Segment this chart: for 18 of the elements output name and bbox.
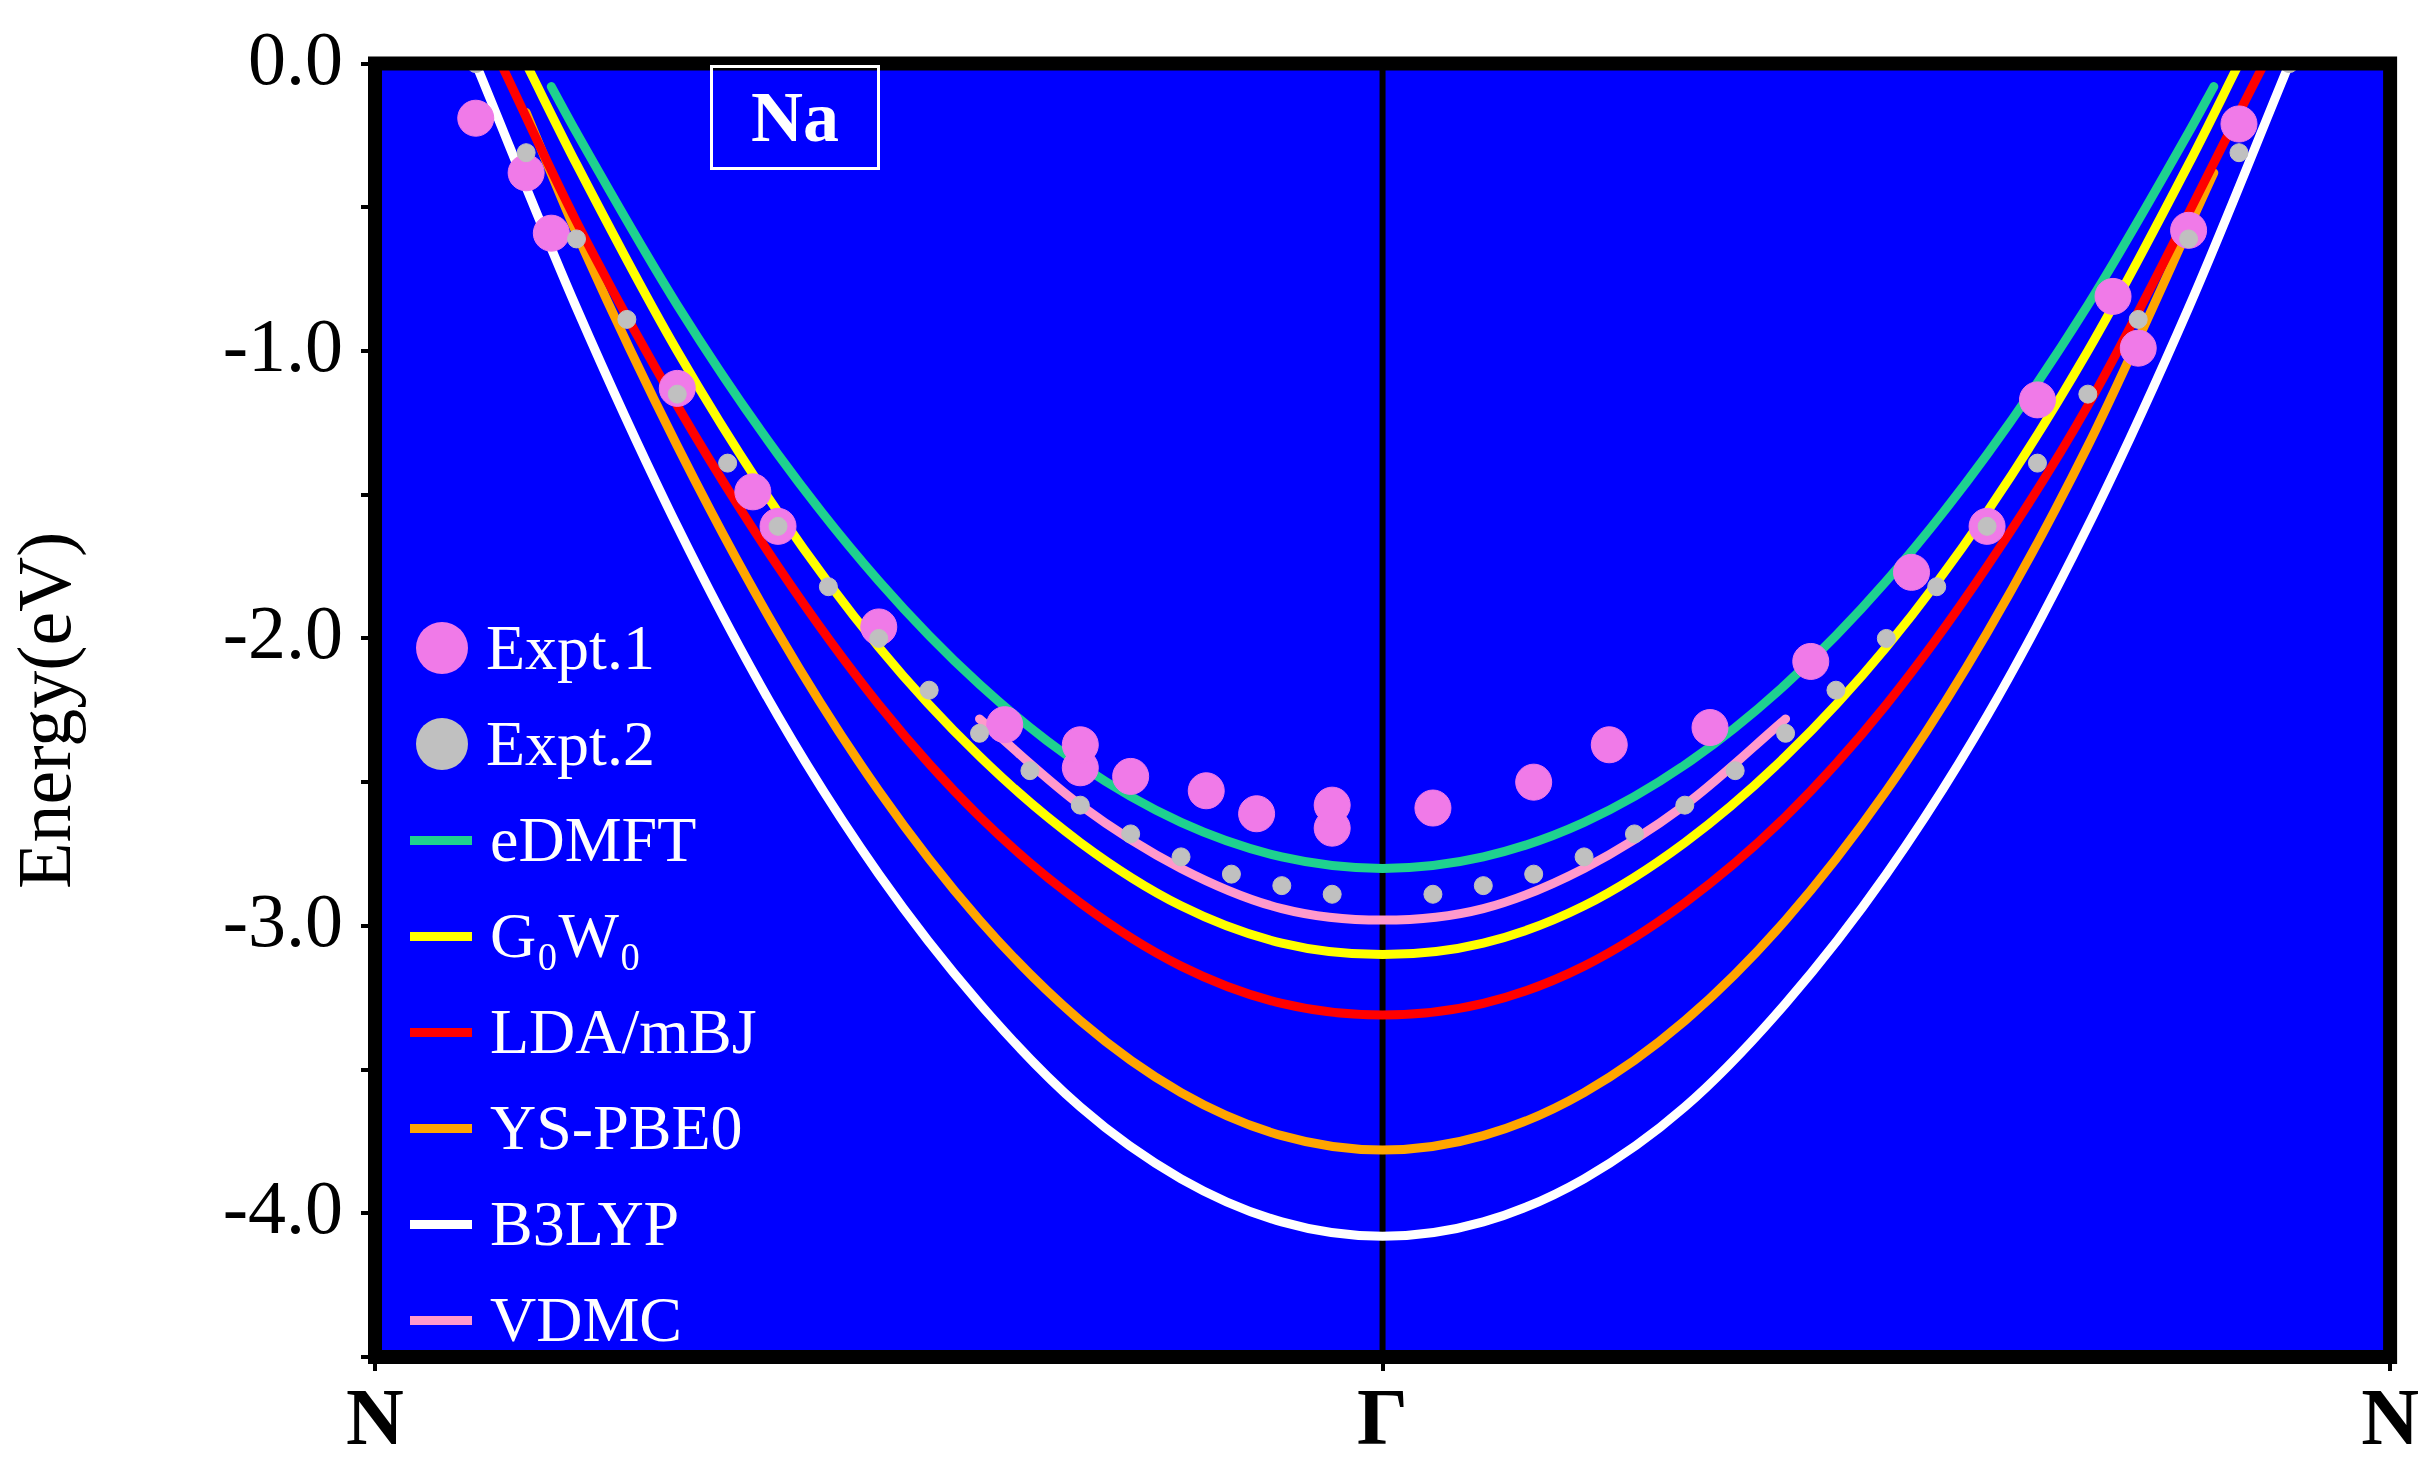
y-tick-label: -1.0 bbox=[222, 302, 343, 387]
x-tick-label: Γ bbox=[1357, 1372, 1409, 1461]
y-axis-title: Energy(eV) bbox=[1, 531, 87, 889]
legend-label: VDMC bbox=[490, 1283, 683, 1357]
y-tick-label: -4.0 bbox=[222, 1165, 343, 1250]
legend-label: YS-PBE0 bbox=[490, 1091, 743, 1165]
annotation: Na bbox=[710, 65, 880, 170]
legend-label: eDMFT bbox=[490, 803, 697, 877]
legend-label: G₀W₀ bbox=[490, 899, 642, 973]
legend-label: Expt.2 bbox=[486, 707, 655, 781]
y-tick-label: -2.0 bbox=[222, 590, 343, 675]
legend-label: LDA/mBJ bbox=[490, 995, 757, 1069]
legend-label: B3LYP bbox=[490, 1187, 680, 1261]
legend-label: Expt.1 bbox=[486, 611, 655, 685]
y-tick-label: -3.0 bbox=[222, 877, 343, 962]
x-tick-label: N bbox=[2361, 1372, 2419, 1461]
y-tick-label: 0.0 bbox=[248, 15, 343, 100]
x-tick-label: N bbox=[346, 1372, 404, 1461]
